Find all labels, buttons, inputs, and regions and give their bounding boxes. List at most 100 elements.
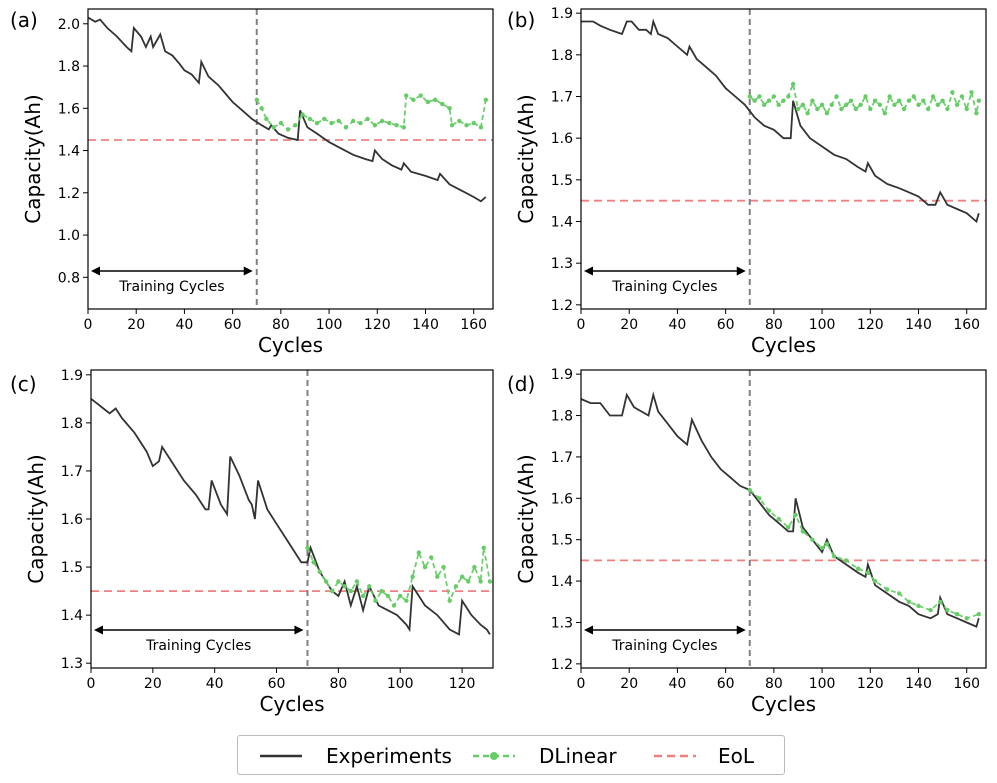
dlinear-point (385, 593, 391, 599)
dlinear-point (410, 574, 415, 579)
dlinear-point (471, 120, 476, 126)
y-axis-label: Capacity(Ah) (24, 454, 48, 583)
y-tick-label: 1.2 (551, 298, 573, 314)
dlinear-point (829, 102, 834, 108)
dlinear-point (839, 106, 844, 112)
x-tick-label: 40 (669, 317, 687, 333)
dlinear-point (976, 612, 981, 617)
dlinear-point (776, 102, 781, 108)
dlinear-point (351, 118, 356, 124)
dlinear-point (404, 598, 409, 603)
training-arrow-right-head (243, 266, 253, 276)
x-tick-label: 100 (809, 676, 836, 692)
y-tick-label: 2.0 (58, 17, 80, 33)
dlinear-point (314, 120, 320, 126)
y-tick-label: 1.9 (551, 6, 573, 22)
dlinear-point (336, 118, 341, 124)
dlinear-point (372, 123, 378, 128)
dlinear-point (795, 106, 801, 112)
training-label: Training Cycles (118, 279, 224, 295)
dlinear-point (447, 106, 452, 111)
plot-frame (580, 8, 987, 310)
y-tick-label: 1.5 (551, 533, 573, 549)
dlinear-point (885, 587, 890, 592)
dlinear-point (367, 584, 372, 589)
dlinear-point (872, 98, 878, 103)
y-tick-label: 1.8 (551, 409, 573, 425)
training-label: Training Cycles (611, 638, 717, 654)
dlinear-point (360, 593, 366, 599)
panel-label: (d) (507, 372, 535, 396)
dlinear-point (786, 525, 791, 530)
y-tick-label: 1.3 (551, 256, 573, 272)
series-experiments (87, 16, 487, 203)
y-tick-label: 1.8 (58, 59, 80, 75)
dlinear-point (459, 574, 465, 579)
y-tick-label: 1.7 (61, 464, 83, 480)
dlinear-point (831, 554, 837, 559)
dlinear-point (322, 116, 327, 122)
dlinear-point (868, 106, 873, 112)
dlinear-point (976, 98, 981, 103)
dlinear-point (906, 98, 912, 103)
dlinear-point (447, 598, 452, 603)
y-tick-label: 1.9 (551, 367, 573, 383)
x-tick-label: 100 (387, 676, 414, 692)
dlinear-point (815, 106, 820, 112)
dlinear-point (959, 94, 965, 99)
dlinear-point (916, 102, 921, 108)
dlinear-point (810, 537, 815, 542)
dlinear-point (752, 98, 757, 103)
dlinear-point (858, 102, 863, 108)
dlinear-point (911, 94, 916, 99)
x-tick-label: 120 (449, 676, 476, 692)
x-tick-label: 140 (412, 317, 439, 333)
chart-panel-3: (c) Training Cycles 0 20 40 60 80 100 120 1.3 1.4 1… (10, 368, 494, 716)
dlinear-point (964, 616, 969, 621)
dlinear-point (892, 102, 897, 108)
legend-swatch-experiments (260, 754, 302, 758)
x-tick-label: 140 (905, 676, 932, 692)
dlinear-point (483, 97, 488, 103)
dlinear-point (358, 120, 363, 126)
x-tick-label: 0 (87, 676, 96, 692)
dlinear-point (887, 94, 892, 99)
x-tick-label: 20 (144, 676, 162, 692)
training-label: Training Cycles (145, 638, 251, 654)
dlinear-point (897, 98, 902, 103)
x-axis-label: Cycles (258, 333, 323, 357)
legend-entry-eol: EoL (652, 736, 754, 776)
dlinear-point (863, 94, 868, 99)
dlinear-point (921, 98, 926, 103)
dlinear-point (307, 116, 312, 122)
dlinear-point (285, 127, 291, 132)
dlinear-point (398, 593, 403, 599)
plot-frame (580, 369, 987, 669)
dlinear-point (472, 564, 477, 570)
dlinear-point (916, 603, 921, 609)
legend-label-experiments: Experiments (326, 744, 452, 768)
dlinear-point (810, 98, 815, 103)
dlinear-point (776, 516, 781, 522)
dlinear-point (478, 579, 483, 584)
y-tick-label: 1.6 (551, 131, 573, 147)
y-tick-label: 1.3 (61, 656, 83, 672)
y-tick-label: 1.5 (551, 173, 573, 189)
dlinear-point (800, 102, 805, 108)
dlinear-point (954, 102, 960, 108)
dlinear-point (954, 612, 960, 617)
dlinear-point (293, 123, 298, 128)
plot-frame (87, 8, 494, 310)
dlinear-point (422, 564, 428, 570)
training-arrow-left-head (584, 266, 593, 276)
y-tick-label: 1.2 (551, 657, 573, 673)
dlinear-point (271, 125, 276, 130)
y-tick-label: 1.7 (551, 450, 573, 466)
legend-entry-dlinear: DLinear (471, 736, 617, 776)
dlinear-point (928, 607, 933, 613)
chart-panel-2: (b) Training Cycles 0 20 40 60 80 100 120 140 160 1… (507, 6, 987, 357)
series-experiments (90, 398, 491, 636)
dlinear-point (824, 111, 830, 116)
x-axis-label: Cycles (259, 692, 324, 716)
